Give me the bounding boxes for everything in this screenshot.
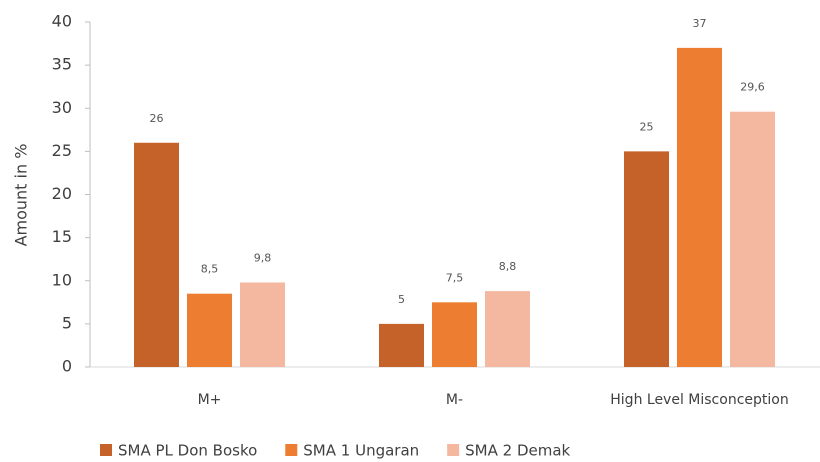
legend-swatch: [285, 444, 298, 456]
y-tick-label: 20: [52, 184, 72, 203]
bar: [187, 293, 232, 367]
bar: [624, 151, 669, 367]
y-tick-label: 35: [52, 55, 72, 74]
bar: [677, 47, 722, 367]
y-axis-label: Amount in %: [12, 144, 31, 247]
y-tick-label: 5: [62, 313, 72, 332]
y-tick-label: 15: [52, 227, 72, 246]
value-label: 5: [398, 293, 405, 306]
y-tick-label: 25: [52, 141, 72, 160]
bar: [379, 323, 424, 367]
bar: [240, 282, 285, 367]
legend-label: SMA 1 Ungaran: [303, 442, 419, 460]
value-label: 37: [693, 17, 707, 30]
x-tick-label: M+: [198, 392, 222, 408]
bar: [485, 291, 530, 367]
x-tick-label: High Level Misconception: [610, 392, 788, 408]
value-label: 26: [150, 112, 164, 125]
value-label: 7,5: [446, 271, 464, 284]
y-tick-label: 30: [52, 98, 72, 117]
legend-label: SMA PL Don Bosko: [118, 442, 257, 460]
bar: [730, 111, 775, 367]
legend-swatch: [447, 444, 460, 456]
legend-label: SMA 2 Demak: [465, 442, 570, 460]
value-label: 9,8: [254, 251, 272, 264]
value-label: 25: [640, 120, 654, 133]
value-label: 8,5: [201, 263, 219, 276]
y-tick-label: 0: [62, 357, 72, 376]
y-tick-label: 10: [52, 270, 72, 289]
value-label: 29,6: [740, 81, 765, 94]
value-label: 8,8: [499, 260, 517, 273]
y-tick-label: 40: [52, 12, 72, 31]
bar: [134, 142, 179, 367]
legend-swatch: [100, 444, 112, 456]
bar: [432, 302, 477, 367]
x-tick-label: M-: [446, 392, 463, 408]
